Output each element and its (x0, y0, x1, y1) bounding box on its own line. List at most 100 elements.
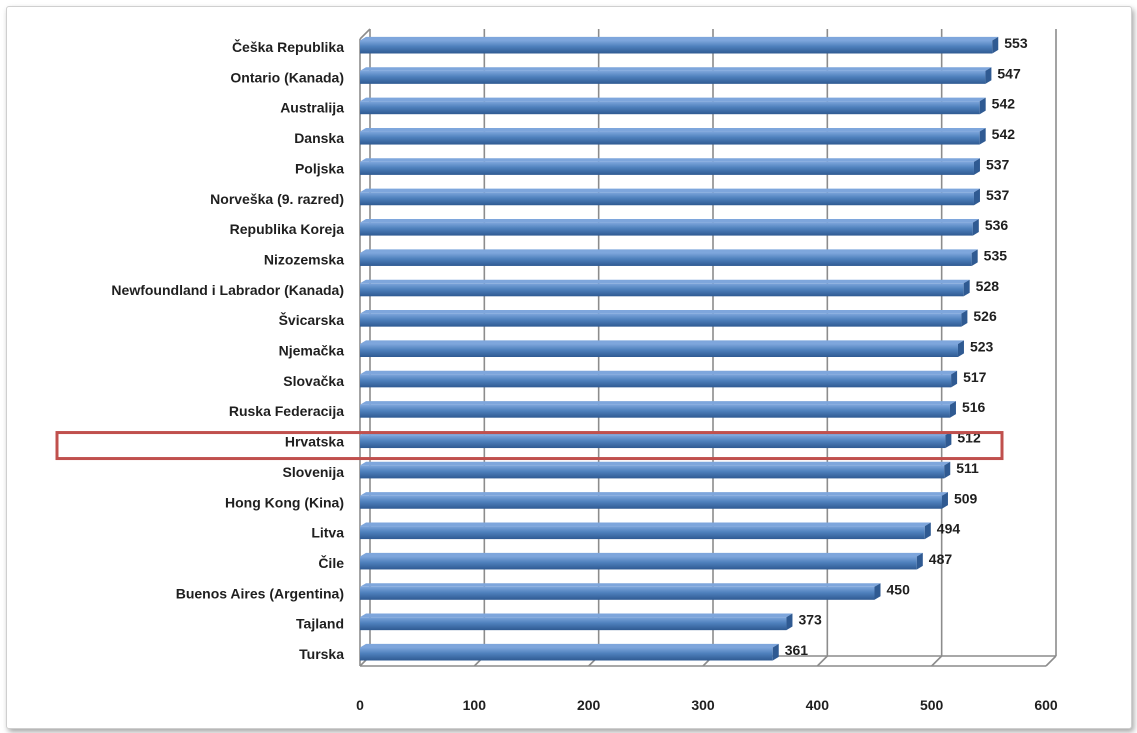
category-label: Ontario (Kanada) (230, 69, 344, 85)
bar-end-face (985, 67, 992, 84)
bar-top-face (360, 67, 992, 71)
bar (360, 374, 952, 388)
category-label: Hrvatska (285, 434, 344, 450)
bar-end-face (786, 613, 793, 631)
bar-top-face (360, 97, 986, 102)
bar (360, 495, 942, 509)
data-label: 547 (997, 65, 1021, 81)
bar-end-face (973, 188, 980, 206)
bar-top-face (360, 36, 999, 41)
x-tick-label: 100 (463, 697, 487, 713)
category-label: Turska (299, 646, 344, 662)
category-label: Švicarska (279, 311, 345, 328)
bar (360, 647, 773, 661)
data-label: 536 (985, 217, 1009, 233)
category-label: Poljska (295, 160, 344, 176)
category-label: Norveška (9. razred) (210, 191, 344, 207)
x-tick-label: 0 (356, 697, 364, 713)
x-tick-label: 200 (577, 697, 601, 713)
bar-end-face (941, 492, 948, 509)
bar (360, 465, 945, 479)
bar-top-face (360, 370, 958, 375)
bar (360, 556, 917, 570)
bar (360, 252, 972, 266)
bar-end-face (916, 552, 923, 570)
bar (360, 222, 973, 236)
bar-end-face (971, 249, 978, 266)
bar-top-face (360, 552, 923, 557)
data-label: 537 (986, 187, 1010, 203)
data-label: 517 (963, 369, 987, 385)
x-tick-label: 500 (920, 697, 944, 713)
category-label: Buenos Aires (Argentina) (176, 585, 344, 601)
category-label: Slovenija (283, 464, 345, 480)
bar-top-face (360, 249, 978, 253)
bar (360, 40, 993, 54)
bar (360, 70, 986, 84)
x-tick-label: 600 (1034, 697, 1058, 713)
bar-top-face (360, 583, 881, 587)
bar-top-face (360, 461, 951, 466)
chart-frame: Češka Republika 553 Ontario (Kanada) 547 Aus… (6, 6, 1132, 729)
bar-end-face (972, 219, 979, 236)
x-tick-label: 400 (806, 697, 830, 713)
category-label: Tajland (296, 616, 344, 632)
bar (360, 192, 974, 206)
highlight-box (55, 431, 1004, 461)
data-label: 450 (887, 581, 911, 597)
category-label: Australija (280, 100, 344, 116)
category-label: Češka Republika (232, 38, 344, 55)
category-label: Newfoundland i Labrador (Kanada) (111, 282, 344, 298)
bar (360, 313, 962, 327)
data-label: 535 (984, 247, 1008, 263)
data-label: 542 (992, 126, 1016, 142)
bar (360, 101, 980, 115)
category-label: Hong Kong (Kina) (225, 494, 344, 510)
bar-end-face (951, 370, 958, 388)
bar-end-face (979, 127, 986, 145)
category-label: Čile (318, 554, 344, 571)
data-label: 511 (956, 460, 979, 476)
bar-end-face (945, 431, 952, 449)
bar-top-face (360, 401, 956, 405)
data-label: 523 (970, 339, 994, 355)
bar (360, 131, 980, 145)
bar-top-face (360, 643, 779, 648)
data-label: 361 (785, 642, 809, 658)
bar-end-face (973, 158, 980, 175)
data-label: 526 (973, 308, 997, 324)
bar-top-face (360, 340, 964, 344)
x-tick-label: 300 (691, 697, 715, 713)
floor-diagonal (1045, 655, 1057, 667)
bar-end-face (924, 522, 931, 540)
floor-diagonal (931, 655, 943, 667)
category-label: Njemačka (279, 343, 345, 359)
bar (360, 283, 964, 297)
y-axis-top-diagonal (359, 28, 371, 40)
data-label: 494 (937, 521, 961, 537)
data-label: 553 (1004, 35, 1028, 51)
bar-top-face (360, 127, 986, 132)
bar-top-face (360, 522, 931, 527)
bar-end-face (944, 461, 951, 479)
bar (360, 586, 875, 600)
bar-end-face (874, 583, 881, 600)
bar (360, 435, 946, 449)
data-label: 537 (986, 156, 1010, 172)
data-label: 528 (976, 278, 1000, 294)
bar-top-face (360, 279, 970, 284)
bar (360, 161, 974, 175)
bar-end-face (772, 643, 779, 661)
data-label: 542 (992, 96, 1016, 112)
data-label: 487 (929, 551, 953, 567)
bar (360, 617, 787, 631)
data-label: 516 (962, 399, 986, 415)
category-label: Danska (294, 130, 344, 146)
bar-top-face (360, 613, 793, 618)
bar (360, 404, 950, 418)
bar-top-face (360, 158, 980, 162)
category-label: Slovačka (283, 373, 344, 389)
category-label: Litva (311, 525, 344, 541)
bar-top-face (360, 492, 948, 496)
bar-chart: Češka Republika 553 Ontario (Kanada) 547 Aus… (55, 28, 1058, 713)
